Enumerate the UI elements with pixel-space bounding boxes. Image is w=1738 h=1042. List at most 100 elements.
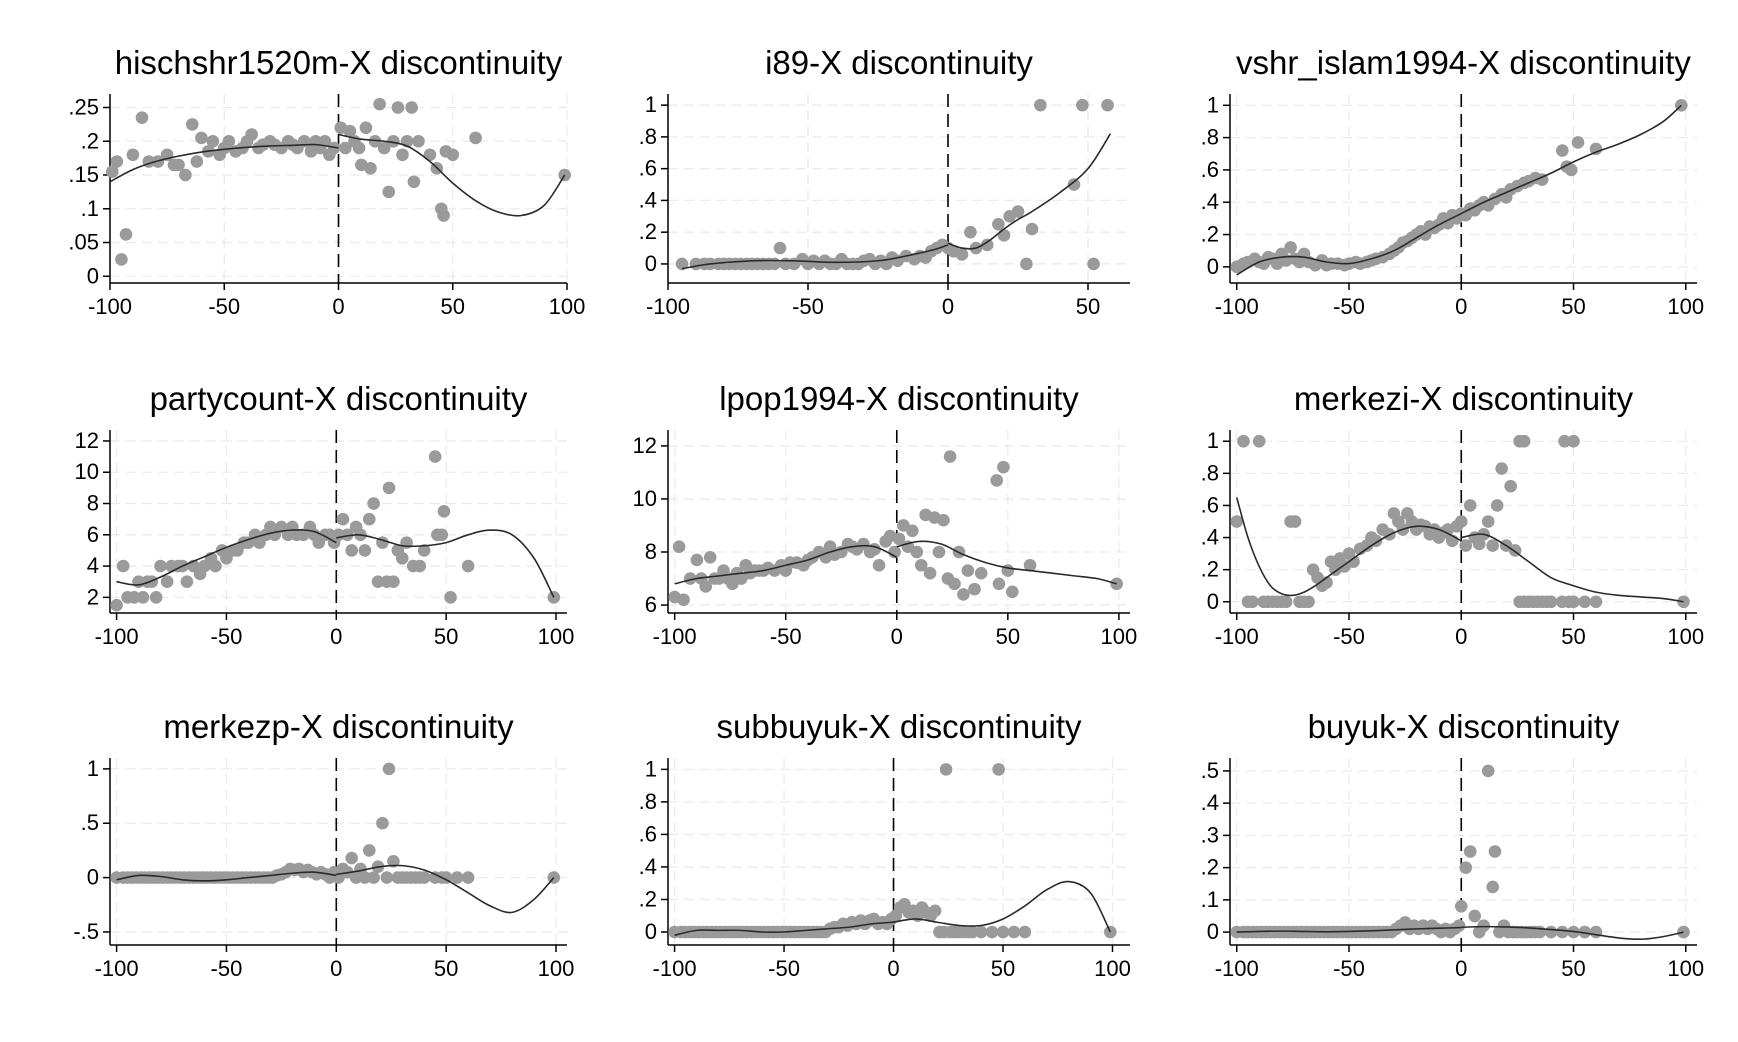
scatter-point — [1252, 434, 1266, 448]
scatter-point — [318, 134, 332, 148]
scatter-point — [469, 131, 482, 145]
scatter-point — [990, 474, 1004, 487]
scatter-point — [1459, 539, 1473, 552]
scatter-point — [340, 528, 354, 542]
scatter-point — [997, 460, 1010, 474]
scatter-point — [966, 925, 979, 939]
y-tick-label: 0 — [645, 251, 657, 276]
scatter-point — [387, 575, 400, 589]
x-tick-label: 50 — [441, 294, 465, 319]
scatter-point — [1302, 595, 1315, 609]
x-tick-label: -100 — [1215, 956, 1259, 981]
scatter-point — [1076, 98, 1089, 112]
scatter-point — [382, 185, 396, 199]
scatter-point — [773, 241, 787, 255]
scatter-point — [985, 925, 999, 939]
x-tick-label: -50 — [1333, 624, 1365, 649]
panel-title: subbuyuk-X discontinuity — [716, 708, 1082, 745]
panel-title: i89-X discontinuity — [765, 44, 1033, 81]
scatter-point — [395, 551, 409, 565]
fit-curve — [674, 921, 894, 937]
fit-curve — [336, 529, 555, 598]
fit-curve — [893, 880, 1112, 933]
y-tick-label: .2 — [1201, 222, 1219, 247]
x-tick-label: 0 — [330, 956, 342, 981]
scatter-point — [939, 763, 953, 776]
y-tick-label: .4 — [639, 854, 657, 879]
scatter-point — [910, 545, 924, 559]
y-tick-label: 10 — [633, 486, 657, 511]
scatter-point — [1555, 925, 1569, 939]
scatter-point — [368, 134, 382, 148]
scatter-point — [1486, 880, 1499, 894]
x-tick-label: -100 — [653, 624, 697, 649]
scatter-point — [461, 559, 475, 573]
y-tick-label: .6 — [639, 821, 657, 846]
scatter-point — [417, 871, 431, 884]
scatter-point — [380, 871, 394, 884]
scatter-point — [461, 871, 475, 884]
panel-1: hischshr1520m-X discontinuity -100 -50 0 50 1… — [68, 44, 585, 319]
scatter-point — [437, 505, 451, 518]
scatter-point — [1495, 462, 1508, 475]
scatter-point — [1020, 257, 1033, 271]
y-tick-label: .05 — [68, 230, 99, 255]
scatter-point — [373, 97, 386, 111]
scatter-point — [1589, 925, 1603, 939]
scatter-point — [1463, 499, 1477, 512]
panel-3: vshr_islam1994-X discontinuity -100 -50 0 50… — [1201, 44, 1704, 319]
scatter-point — [974, 566, 988, 580]
x-tick-label: 0 — [891, 624, 903, 649]
x-tick-label: 100 — [1667, 624, 1704, 649]
y-tick-label: .25 — [68, 95, 99, 120]
scatter-point — [923, 566, 937, 580]
scatter-point — [992, 217, 1005, 231]
scatter-point — [195, 131, 208, 145]
scatter-point — [1544, 925, 1558, 939]
scatter-point — [115, 253, 128, 266]
scatter-point — [1101, 98, 1114, 112]
scatter-point — [377, 141, 391, 155]
scatter-point — [405, 101, 418, 114]
scatter-point — [364, 161, 377, 175]
y-tick-label: .2 — [1201, 855, 1219, 880]
scatter-point — [358, 871, 372, 884]
scatter-point — [699, 580, 713, 593]
scatter-point — [387, 854, 400, 868]
y-tick-label: .4 — [1201, 790, 1219, 815]
x-tick-label: 50 — [434, 956, 458, 981]
scatter-point — [417, 544, 431, 557]
x-tick-label: 50 — [1561, 294, 1585, 319]
scatter-point — [1347, 555, 1360, 568]
scatter-point — [996, 925, 1010, 939]
scatter-point — [343, 124, 357, 138]
y-tick-label: 8 — [645, 539, 657, 564]
scatter-point — [180, 575, 194, 589]
scatter-point — [209, 559, 222, 573]
fit-curve — [1460, 104, 1682, 215]
scatter-point — [1481, 515, 1495, 528]
scatter-point — [1023, 558, 1037, 572]
scatter-point — [932, 545, 946, 559]
scatter-point — [906, 524, 919, 538]
y-tick-label: .6 — [1201, 157, 1219, 182]
panel-9: buyuk-X discontinuity -100 -50 0 50 100 0 .1 .2.… — [1201, 708, 1704, 981]
scatter-point — [110, 155, 124, 168]
scatter-point — [387, 134, 400, 148]
x-tick-label: 50 — [1561, 624, 1585, 649]
y-tick-label: 1 — [645, 756, 657, 781]
scatter-point — [703, 551, 717, 564]
x-tick-label: 0 — [330, 624, 342, 649]
panel-8: subbuyuk-X discontinuity -100 -50 0 50 100 0 .2… — [639, 708, 1131, 981]
scatter-point — [345, 851, 358, 865]
y-tick-label: 0 — [1207, 589, 1219, 614]
x-tick-label: 100 — [538, 956, 575, 981]
scatter-point — [116, 559, 130, 573]
scatter-point — [367, 497, 380, 510]
scatter-point — [1558, 434, 1571, 448]
scatter-point — [683, 572, 697, 585]
y-tick-label: 6 — [87, 522, 99, 547]
scatter-point — [937, 513, 950, 527]
y-tick-label: 1 — [87, 756, 99, 781]
